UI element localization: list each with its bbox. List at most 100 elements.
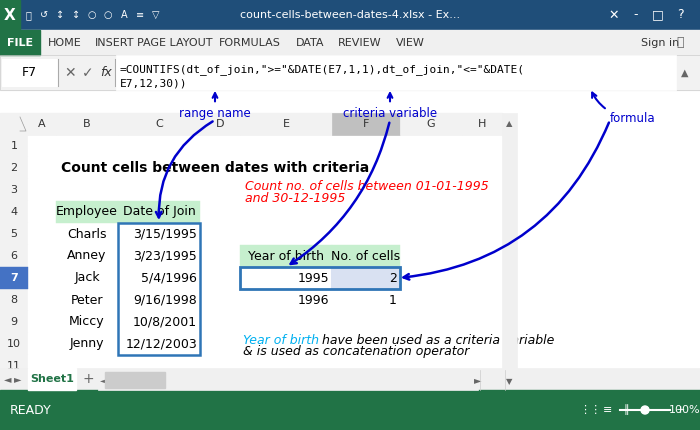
Text: 5: 5 [10, 229, 18, 239]
Text: 12/12/2003: 12/12/2003 [125, 338, 197, 350]
Bar [200, 311, 240, 333]
Bar [462, 113, 502, 135]
Bar [28, 245, 56, 267]
Bar [240, 135, 332, 157]
Text: Anney: Anney [67, 249, 106, 262]
Bar [240, 333, 332, 355]
Bar [118, 179, 200, 201]
Text: -: - [642, 405, 646, 415]
Bar [0, 368, 700, 390]
Bar [332, 179, 400, 201]
Bar [118, 333, 200, 355]
Bar [462, 355, 502, 377]
Bar [240, 223, 332, 245]
Text: 12: 12 [7, 383, 21, 393]
Bar [56, 267, 118, 289]
Text: 10/8/2001: 10/8/2001 [133, 316, 197, 329]
Text: ↕: ↕ [56, 10, 64, 20]
Bar [240, 311, 332, 333]
Bar [200, 267, 240, 289]
Bar [462, 245, 502, 267]
Bar [240, 377, 332, 399]
Bar [118, 223, 200, 245]
Bar [462, 289, 502, 311]
Bar [0, 333, 28, 355]
Bar [400, 377, 462, 399]
Text: 7: 7 [10, 273, 18, 283]
Text: ✓: ✓ [82, 66, 94, 80]
Text: 10: 10 [7, 339, 21, 349]
Bar [240, 267, 400, 289]
Bar [400, 113, 462, 135]
Text: E: E [283, 119, 290, 129]
Text: A: A [120, 10, 127, 20]
Text: ▽: ▽ [153, 10, 160, 20]
Bar [332, 311, 400, 333]
Bar [400, 179, 462, 201]
Text: 9/16/1998: 9/16/1998 [133, 294, 197, 307]
Bar [502, 113, 517, 390]
Bar [0, 355, 28, 377]
Bar [462, 377, 502, 399]
Bar [400, 135, 462, 157]
Bar [462, 267, 502, 289]
Bar [2, 59, 57, 86]
Bar [200, 135, 240, 157]
Bar [56, 289, 118, 311]
Text: ∥: ∥ [623, 405, 629, 415]
Text: 2: 2 [389, 271, 397, 285]
Bar [240, 245, 332, 267]
Bar [118, 157, 200, 179]
Text: 3/23/1995: 3/23/1995 [133, 249, 197, 262]
Text: ↕: ↕ [72, 10, 80, 20]
Bar [240, 245, 332, 267]
Text: B: B [83, 119, 91, 129]
Text: 6: 6 [10, 251, 18, 261]
Bar [105, 372, 165, 388]
Text: REVIEW: REVIEW [338, 38, 382, 48]
Bar [0, 223, 28, 245]
Bar [332, 355, 400, 377]
Bar [240, 355, 332, 377]
Text: F: F [363, 119, 369, 129]
Bar [28, 157, 56, 179]
Text: Employee: Employee [56, 206, 118, 218]
Text: ↺: ↺ [40, 10, 48, 20]
Text: Jack: Jack [74, 271, 100, 285]
Text: ►: ► [474, 375, 482, 385]
Bar [240, 157, 332, 179]
Bar [200, 113, 240, 135]
Text: ○: ○ [88, 10, 97, 20]
Bar [400, 201, 462, 223]
Bar [400, 289, 462, 311]
Bar [28, 368, 76, 390]
Text: ▲: ▲ [681, 68, 689, 78]
Text: range name: range name [179, 93, 251, 120]
Bar [0, 179, 28, 201]
Text: □: □ [652, 9, 664, 22]
Bar [0, 289, 28, 311]
Circle shape [80, 371, 96, 387]
Bar [56, 311, 118, 333]
Bar [28, 333, 56, 355]
Text: Jenny: Jenny [70, 338, 104, 350]
Bar [332, 377, 400, 399]
Bar [56, 355, 118, 377]
Text: Sheet1: Sheet1 [30, 374, 74, 384]
Bar [400, 267, 462, 289]
Bar [56, 179, 118, 201]
Bar [400, 245, 462, 267]
Bar [400, 355, 462, 377]
Text: have been used as a criteria variable: have been used as a criteria variable [318, 334, 554, 347]
Bar [462, 311, 502, 333]
Bar [240, 289, 332, 311]
Text: +: + [676, 405, 685, 415]
Bar [116, 55, 676, 90]
Bar [200, 179, 240, 201]
Bar [118, 377, 200, 399]
Text: 7: 7 [10, 273, 18, 283]
Bar [200, 201, 240, 223]
Bar [118, 201, 200, 223]
Bar [240, 179, 332, 201]
Text: FORMULAS: FORMULAS [219, 38, 281, 48]
